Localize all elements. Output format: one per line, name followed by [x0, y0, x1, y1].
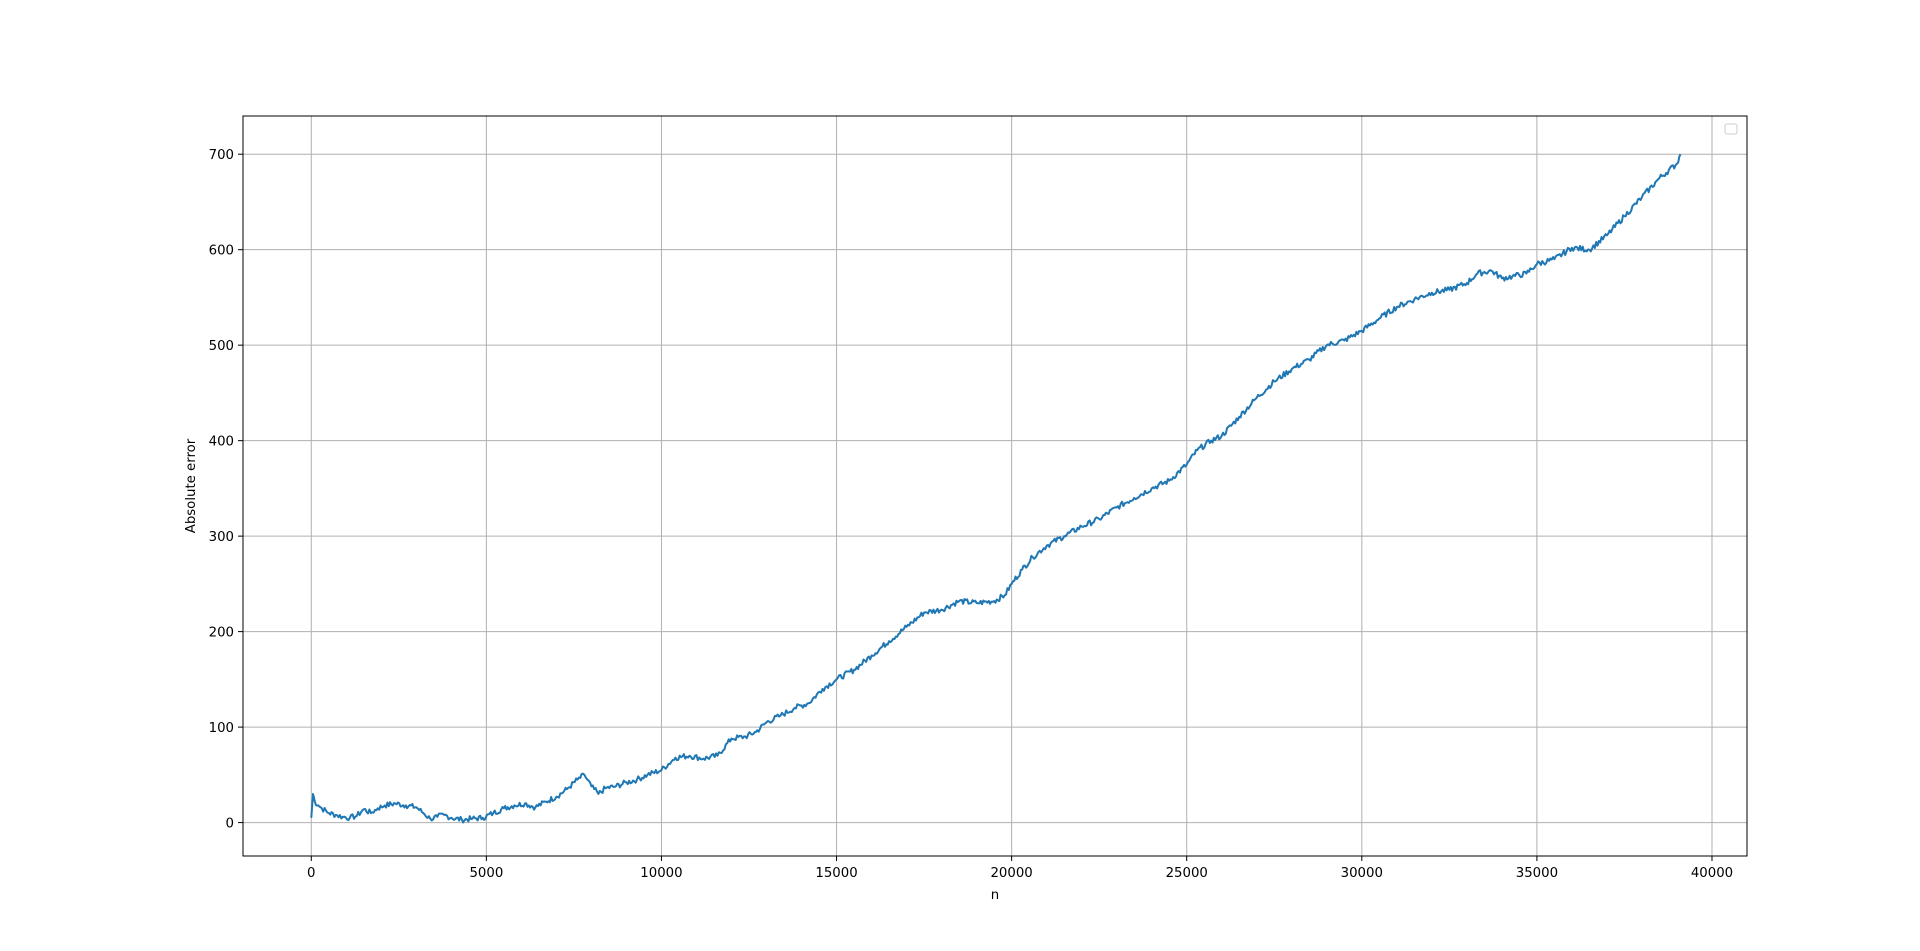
y-tick-label: 500: [209, 339, 234, 354]
x-tick-label: 40000: [1691, 866, 1733, 881]
x-tick-label: 10000: [640, 866, 682, 881]
y-axis-label: Absolute error: [184, 438, 199, 533]
x-axis-label: n: [991, 888, 999, 903]
ticks: 0 5000 10000 15000 20000 25000 30000 35000 40000…: [209, 148, 1734, 881]
x-tick-label: 30000: [1341, 866, 1383, 881]
y-tick-label: 100: [209, 721, 234, 736]
y-tick-label: 300: [209, 530, 234, 545]
series-line: [310, 153, 1682, 824]
grid: [243, 116, 1747, 856]
plot-frame: [242, 115, 1748, 857]
x-tick-label: 25000: [1166, 866, 1208, 881]
y-tick-label: 600: [209, 244, 234, 259]
y-tick-label: 700: [209, 148, 234, 163]
x-tick-label: 5000: [469, 866, 503, 881]
y-tick-label: 400: [209, 435, 234, 450]
x-tick-label: 35000: [1516, 866, 1558, 881]
y-tick-label: 0: [226, 817, 234, 832]
x-tick-label: 0: [307, 866, 315, 881]
x-tick-label: 15000: [815, 866, 857, 881]
x-tick-label: 20000: [990, 866, 1032, 881]
legend-box: [1724, 123, 1738, 135]
series-layer: [310, 153, 1682, 824]
y-tick-label: 200: [209, 626, 234, 641]
